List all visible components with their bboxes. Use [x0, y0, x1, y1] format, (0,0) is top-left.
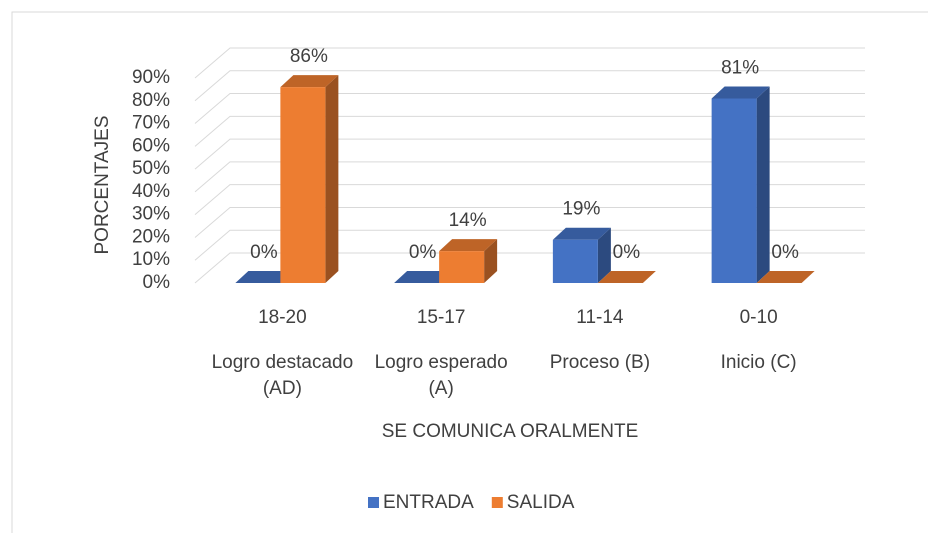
data-label: 19%	[562, 199, 600, 220]
data-label: 0%	[250, 242, 278, 263]
grid-line	[194, 252, 865, 284]
legend-label: ENTRADA	[383, 492, 474, 513]
x-tick-label: 0-10	[740, 307, 778, 328]
bar-top	[439, 239, 498, 252]
x-group-label: Logro destacado (AD)	[211, 352, 354, 399]
grid-line	[194, 138, 865, 170]
grid-line	[194, 70, 865, 102]
bar-side	[597, 227, 611, 283]
data-label: 86%	[290, 46, 328, 67]
bar-top	[280, 75, 339, 88]
grid-line	[194, 93, 865, 124]
y-tick-label: 20%	[132, 226, 170, 247]
y-tick-label: 90%	[132, 67, 170, 88]
grid-line	[194, 184, 865, 216]
bar-top	[235, 271, 294, 283]
grid-line	[194, 47, 865, 79]
data-label: 0%	[613, 242, 641, 263]
x-group-label: Proceso (B)	[549, 352, 651, 373]
y-tick-label: 50%	[132, 158, 170, 179]
bar	[280, 87, 326, 283]
y-tick-label: 40%	[132, 181, 170, 202]
legend-swatch	[368, 497, 379, 508]
x-group-label: Inicio (C)	[720, 352, 797, 373]
y-tick-label: 70%	[132, 113, 170, 134]
x-tick-label: 11-14	[576, 307, 624, 328]
data-label: 81%	[721, 58, 759, 79]
legend-label: SALIDA	[507, 492, 575, 513]
x-tick-label: 18-20	[258, 307, 307, 328]
bar	[439, 251, 485, 283]
grid-line	[194, 161, 865, 193]
bar-top	[756, 271, 815, 283]
bar-top	[711, 86, 770, 99]
data-label: 0%	[771, 242, 799, 263]
data-label: 14%	[449, 210, 487, 231]
grid-line	[194, 206, 865, 238]
bar-top	[552, 227, 611, 240]
bar	[552, 239, 598, 283]
y-tick-label: 0%	[143, 272, 171, 293]
y-tick-label: 30%	[132, 204, 170, 225]
chart-border	[11, 11, 928, 533]
x-group-label: Logro esperado (A)	[374, 352, 508, 399]
data-label: 0%	[409, 242, 437, 263]
bar-top	[394, 271, 453, 283]
bar-top	[597, 271, 656, 283]
x-tick-label: 15-17	[417, 307, 466, 328]
grid-line	[194, 115, 865, 147]
bar	[711, 98, 757, 283]
bar-side	[484, 239, 498, 283]
y-tick-label: 60%	[132, 135, 170, 156]
x-axis-title: SE COMUNICA ORALMENTE	[382, 421, 639, 442]
y-axis-title: PORCENTAJES	[92, 115, 113, 254]
y-tick-label: 80%	[132, 90, 170, 111]
legend-swatch	[491, 497, 503, 508]
bar-side	[325, 75, 339, 283]
y-tick-label: 10%	[132, 249, 170, 270]
bar-side	[756, 86, 770, 283]
grid-line	[194, 229, 865, 261]
